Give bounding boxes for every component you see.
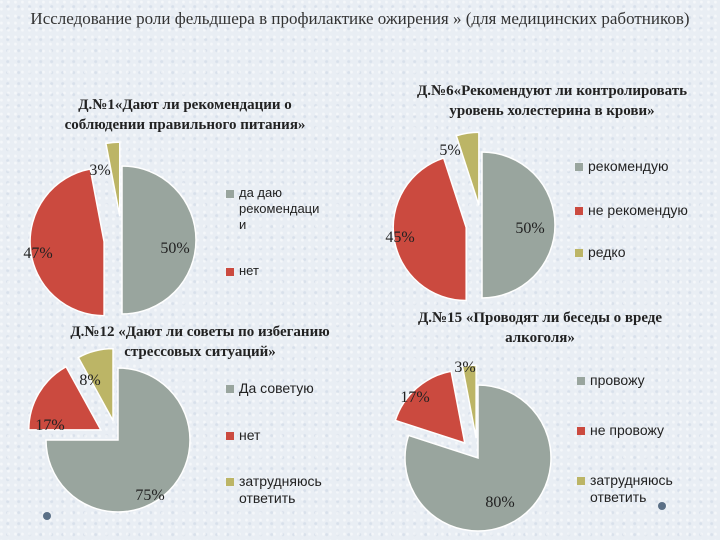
legend-swatch	[577, 427, 585, 435]
legend-label: не провожу	[590, 422, 664, 438]
pie-data-label: 50%	[160, 240, 189, 257]
legend-label: нет	[239, 263, 259, 278]
legend-item: затрудняюсь ответить	[226, 473, 322, 507]
pie-data-label: 3%	[454, 359, 475, 376]
legend-label: да даю рекомендаци и	[239, 185, 320, 232]
pie-slice	[28, 365, 103, 431]
legend-item: не рекомендую	[575, 202, 688, 219]
pie-data-label: 45%	[385, 229, 414, 246]
chart-title: Д.№12 «Дают ли советы по избеганию стрес…	[70, 324, 330, 360]
pie-slice	[455, 131, 480, 206]
legend-label: затрудняюсь ответить	[239, 473, 322, 506]
chart-title: Д.№1«Дают ли рекомендации о соблюдении п…	[64, 97, 306, 133]
pie-data-label: 50%	[515, 220, 544, 237]
legend-swatch	[575, 163, 583, 171]
pie-data-label: 5%	[439, 142, 460, 159]
legend-swatch	[226, 190, 234, 198]
legend-label: провожу	[590, 372, 645, 388]
legend-label: нет	[239, 427, 261, 443]
legend-label: не рекомендую	[588, 202, 688, 218]
legend-label: затрудняюсь ответить	[590, 472, 673, 505]
legend-item: рекомендую	[575, 158, 668, 175]
pie-slice	[392, 157, 467, 302]
pie-slice	[481, 151, 556, 299]
legend-item: да даю рекомендаци и	[226, 185, 319, 233]
pie-data-label: 47%	[23, 245, 52, 262]
pie-data-label: 8%	[79, 372, 100, 389]
legend-label: Да советую	[239, 380, 314, 396]
pie-slice	[121, 165, 197, 315]
pie-slice	[104, 141, 121, 217]
decorative-bullet	[43, 512, 51, 520]
legend-swatch	[577, 377, 585, 385]
legend-swatch	[577, 477, 585, 485]
legend-swatch	[575, 249, 583, 257]
legend-item: не провожу	[577, 422, 664, 439]
legend-item: нет	[226, 263, 259, 279]
pie-slice	[394, 370, 466, 445]
pie-data-label: 17%	[35, 417, 64, 434]
pie-slice	[45, 367, 191, 513]
pie-data-label: 80%	[485, 494, 514, 511]
legend-item: Да советую	[226, 380, 314, 397]
pie-slice	[29, 168, 105, 317]
chart-title: Д.№6«Рекомендуют ли контролировать урове…	[416, 83, 688, 119]
pie-slice	[461, 364, 477, 439]
pie-data-label: 3%	[89, 162, 110, 179]
chart-title: Д.№15 «Проводят ли беседы о вреде алкого…	[417, 310, 663, 346]
legend-item: редко	[575, 244, 626, 261]
pie-data-label: 75%	[135, 487, 164, 504]
slide-title: Исследование роли фельдшера в профилакти…	[30, 9, 690, 28]
legend-label: редко	[588, 244, 626, 260]
legend-item: нет	[226, 427, 260, 444]
pie-data-label: 17%	[400, 389, 429, 406]
legend-item: затрудняюсь ответить	[577, 472, 673, 506]
legend-swatch	[226, 268, 234, 276]
pie-slice	[404, 384, 552, 532]
legend-swatch	[575, 207, 583, 215]
legend-swatch	[226, 385, 234, 393]
legend-item: провожу	[577, 372, 645, 389]
legend-swatch	[226, 478, 234, 486]
decorative-bullet	[658, 502, 666, 510]
legend-swatch	[226, 432, 234, 440]
legend-label: рекомендую	[588, 158, 669, 174]
